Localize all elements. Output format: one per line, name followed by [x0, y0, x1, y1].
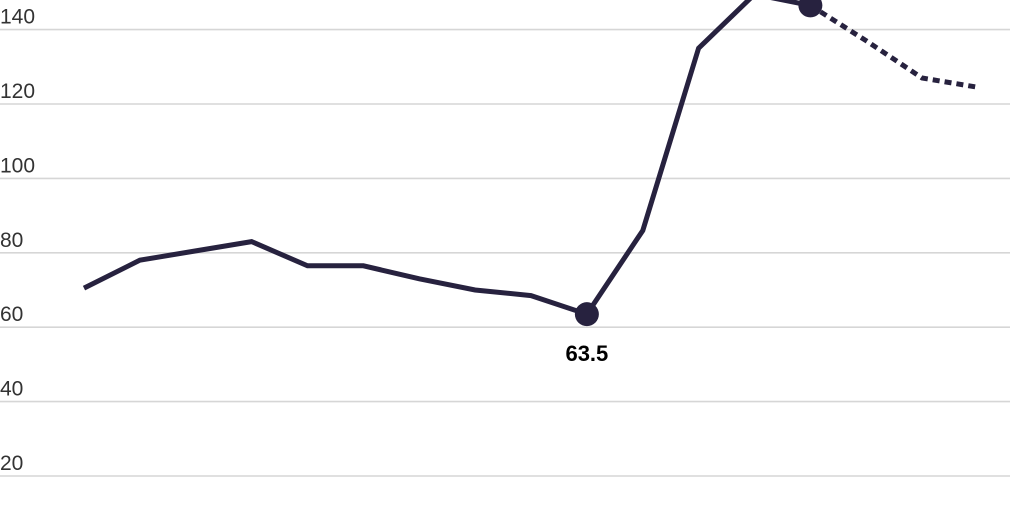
- y-tick-label-120: 120: [0, 80, 35, 103]
- data-labels: 63.5: [565, 341, 608, 366]
- y-tick-label-40: 40: [0, 378, 23, 401]
- series-line-dotted: [809, 3, 979, 90]
- y-tick-label-60: 60: [0, 303, 23, 326]
- highlight-marker-146.5: [798, 0, 823, 18]
- grid: [0, 28, 1010, 477]
- y-tick-label-80: 80: [0, 229, 23, 252]
- highlight-markers: [574, 0, 823, 327]
- series-lines: [82, 0, 979, 318]
- y-tick-label-20: 20: [0, 452, 23, 475]
- y-tick-label-140: 140: [0, 6, 35, 29]
- data-label-63.5: 63.5: [565, 341, 608, 366]
- y-axis-tick-labels: 20 40 60 80 100 120 140: [0, 6, 35, 475]
- series-line-solid: [82, 0, 811, 318]
- y-tick-label-100: 100: [0, 154, 35, 177]
- highlight-marker-63.5: [574, 302, 599, 327]
